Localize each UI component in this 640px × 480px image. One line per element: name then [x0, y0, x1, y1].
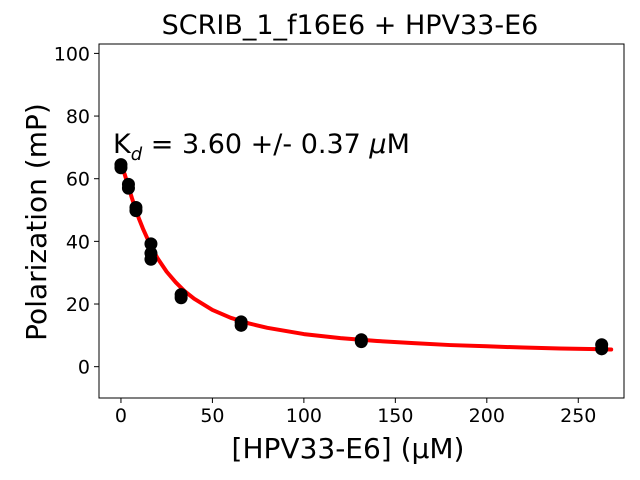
x-tick-label: 150 — [377, 405, 413, 427]
data-point — [174, 288, 188, 302]
x-axis-ticks: 0 50 100 150 200 250 — [115, 398, 596, 427]
data-point — [129, 201, 143, 215]
data-point — [144, 237, 158, 251]
kd-mu: μ — [368, 129, 386, 160]
plot-frame — [98, 43, 625, 399]
x-tick-label: 200 — [469, 405, 505, 427]
kd-k: K — [113, 129, 132, 160]
x-axis-label: [HPV33-E6] (μM) — [232, 432, 465, 465]
y-tick-label: 20 — [66, 294, 90, 316]
x-tick-label: 100 — [286, 405, 322, 427]
kd-subscript: d — [131, 144, 143, 165]
data-point — [595, 338, 609, 352]
y-tick-label: 0 — [78, 357, 90, 379]
data-point — [144, 246, 158, 260]
chart-title: SCRIB_1_f16E6 + HPV33-E6 — [162, 10, 539, 41]
plot-area — [114, 158, 614, 356]
fit-curve — [118, 164, 614, 352]
data-point — [354, 333, 368, 347]
y-axis-label: Polarization (mP) — [20, 103, 53, 341]
y-tick-label: 100 — [54, 43, 90, 65]
kd-annotation: Kd = 3.60 +/- 0.37 μM — [113, 129, 410, 165]
data-point — [121, 177, 135, 191]
x-tick-label: 0 — [115, 405, 127, 427]
y-tick-label: 60 — [66, 169, 90, 191]
y-tick-label: 40 — [66, 231, 90, 253]
y-tick-label: 80 — [66, 106, 90, 128]
data-point — [234, 315, 248, 329]
kd-unit: M — [387, 129, 410, 160]
data-point — [114, 158, 128, 172]
x-tick-label: 50 — [200, 405, 224, 427]
x-tick-label: 250 — [560, 405, 596, 427]
kd-value: = 3.60 +/- 0.37 — [142, 129, 369, 160]
y-axis-ticks: 0 20 40 60 80 100 — [54, 43, 99, 379]
